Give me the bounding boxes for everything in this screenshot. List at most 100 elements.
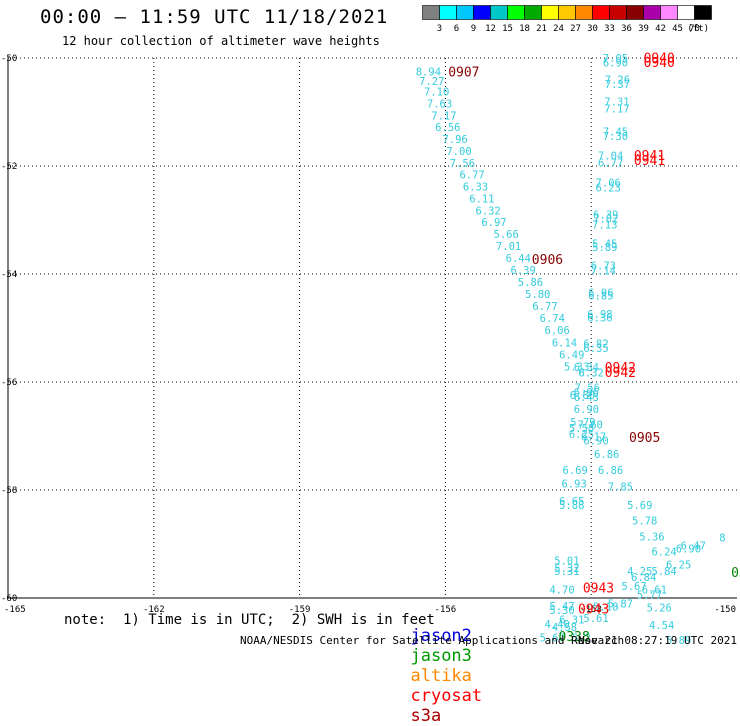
swh-point: 6.61 bbox=[642, 584, 667, 596]
swh-point: 6.77 bbox=[459, 170, 484, 182]
swh-point: 6.84 bbox=[631, 572, 656, 584]
pass-time-label: 0940 bbox=[644, 52, 675, 67]
swh-point: 5.89 bbox=[592, 242, 617, 254]
swh-point: 7.10 bbox=[424, 87, 449, 99]
swh-point: 5.18 bbox=[593, 602, 618, 614]
swh-point: 6.96 bbox=[574, 387, 599, 399]
swh-point: 6.32 bbox=[476, 205, 501, 217]
swh-point: 5.78 bbox=[632, 515, 657, 527]
pass-time-label: 0905 bbox=[629, 431, 660, 446]
footnote: note: 1) Time is in UTC; 2) SWH is in fe… bbox=[64, 612, 435, 628]
swh-point: 6 bbox=[578, 367, 584, 379]
swh-point: 7.56 bbox=[575, 382, 600, 394]
swh-point: 7.26 bbox=[605, 75, 630, 87]
x-tick-label: -153 bbox=[580, 605, 602, 615]
swh-point: 5.87 bbox=[608, 598, 633, 610]
legend-item-jason3: jason3 bbox=[410, 646, 472, 666]
swh-point: 7.30 bbox=[603, 131, 628, 143]
swh-point: 6.35 bbox=[583, 343, 608, 355]
swh-point: 6.86 bbox=[598, 465, 623, 477]
swh-point: 4.40 bbox=[545, 619, 570, 631]
swh-point: 6.39 bbox=[511, 265, 536, 277]
y-tick-label: -50 bbox=[1, 54, 17, 64]
pass-time-label: 0940 bbox=[644, 56, 675, 71]
colorbar-label: 3 bbox=[437, 24, 442, 34]
swh-point: 6.36 bbox=[587, 312, 612, 324]
swh-point: 6.77 bbox=[532, 301, 557, 313]
swh-point: 6.86 bbox=[594, 449, 619, 461]
swh-point: 6.85 bbox=[588, 291, 613, 303]
pass-time-label: 0942 bbox=[605, 366, 636, 381]
swh-point: 7.31 bbox=[604, 96, 629, 108]
legend-item-cryosat: cryosat bbox=[410, 686, 483, 706]
swh-point: 7.04 bbox=[598, 150, 623, 162]
swh-point: 4.70 bbox=[549, 584, 574, 596]
swh-point: 6.39 bbox=[593, 210, 618, 222]
pass-time-label: 0943 bbox=[578, 602, 609, 617]
swh-point: 5.80 bbox=[525, 289, 550, 301]
x-tick-label: -165 bbox=[4, 605, 26, 615]
swh-point: 7.06 bbox=[596, 177, 621, 189]
swh-point: 7.17 bbox=[604, 103, 629, 115]
colorbar-label: 12 bbox=[485, 24, 496, 34]
colorbar-label: 9 bbox=[471, 24, 476, 34]
swh-point: 6.73 bbox=[591, 260, 616, 272]
swh-point: 7.05 bbox=[603, 53, 628, 65]
swh-point: 5.77 bbox=[637, 589, 662, 601]
swh-point: 6.80 bbox=[570, 390, 595, 402]
swh-point: 4.58 bbox=[552, 622, 577, 634]
swh-point: 7.02 bbox=[593, 213, 618, 225]
colorbar-label: 18 bbox=[519, 24, 530, 34]
swh-point: 6.97 bbox=[481, 217, 506, 229]
colorbar-label: 24 bbox=[553, 24, 564, 34]
swh-point: 7.63 bbox=[427, 98, 452, 110]
swh-point: 6.11 bbox=[469, 193, 494, 205]
y-tick-label: -58 bbox=[1, 486, 17, 496]
swh-point: 6.31 bbox=[559, 615, 584, 627]
swh-point: 6.44 bbox=[506, 253, 531, 265]
swh-point: 5.86 bbox=[518, 277, 543, 289]
swh-point: 5.45 bbox=[592, 238, 617, 250]
x-tick-label: -159 bbox=[289, 605, 311, 615]
swh-point: 7.01 bbox=[496, 241, 521, 253]
swh-point: 5.61 bbox=[583, 613, 608, 625]
swh-point: 5.30 bbox=[549, 605, 574, 617]
y-tick-label: -54 bbox=[1, 270, 17, 280]
swh-point: 5.66 bbox=[494, 229, 519, 241]
pass-time-label: 0907 bbox=[448, 66, 479, 81]
colorbar-label: 33 bbox=[604, 24, 615, 34]
pass-time-label: 0941 bbox=[634, 154, 665, 169]
page-subtitle: 12 hour collection of altimeter wave hei… bbox=[62, 34, 380, 48]
swh-point: 6.32 bbox=[579, 367, 604, 379]
swh-point: 7.45 bbox=[603, 127, 628, 139]
swh-point: 5.79 bbox=[570, 417, 595, 429]
swh-point: 5.33 bbox=[564, 361, 589, 373]
swh-point: 7.13 bbox=[592, 219, 617, 231]
swh-point: 5.2 bbox=[572, 633, 591, 645]
pass-time-label: 0941 bbox=[634, 149, 665, 164]
swh-point: 7.56 bbox=[450, 158, 475, 170]
swh-point: 5.36 bbox=[639, 532, 664, 544]
swh-point: 6.96 bbox=[588, 287, 613, 299]
swh-point: 6.43 bbox=[574, 392, 599, 404]
pass-time-label: 0339 bbox=[731, 566, 740, 581]
swh-point: 6.24 bbox=[651, 547, 676, 559]
swh-point: 5.47 bbox=[549, 601, 574, 613]
swh-point: 8.94 bbox=[416, 67, 441, 79]
colorbar-unit: (ft) bbox=[687, 24, 709, 34]
pass-time-label: 0943 bbox=[583, 581, 614, 596]
y-tick-label: -52 bbox=[1, 162, 17, 172]
swh-point: 6.47 bbox=[681, 541, 706, 553]
swh-point: 6.90 bbox=[676, 543, 701, 555]
swh-point: 6.33 bbox=[463, 182, 488, 194]
colorbar-label: 6 bbox=[454, 24, 459, 34]
swh-point: 7.17 bbox=[431, 110, 456, 122]
page-title: 00:00 – 11:59 UTC 11/18/2021 bbox=[40, 6, 389, 28]
swh-point: 4.25 bbox=[627, 566, 652, 578]
swh-point: 6.90 bbox=[583, 435, 608, 447]
swh-point: 6.25 bbox=[666, 560, 691, 572]
swh-point: 6.65 bbox=[559, 496, 584, 508]
pass-time-label: 0942 bbox=[605, 361, 636, 376]
y-tick-label: -60 bbox=[1, 594, 17, 604]
generated-timestamp: Nov 21 08:27:19 UTC 2021 bbox=[578, 634, 737, 647]
